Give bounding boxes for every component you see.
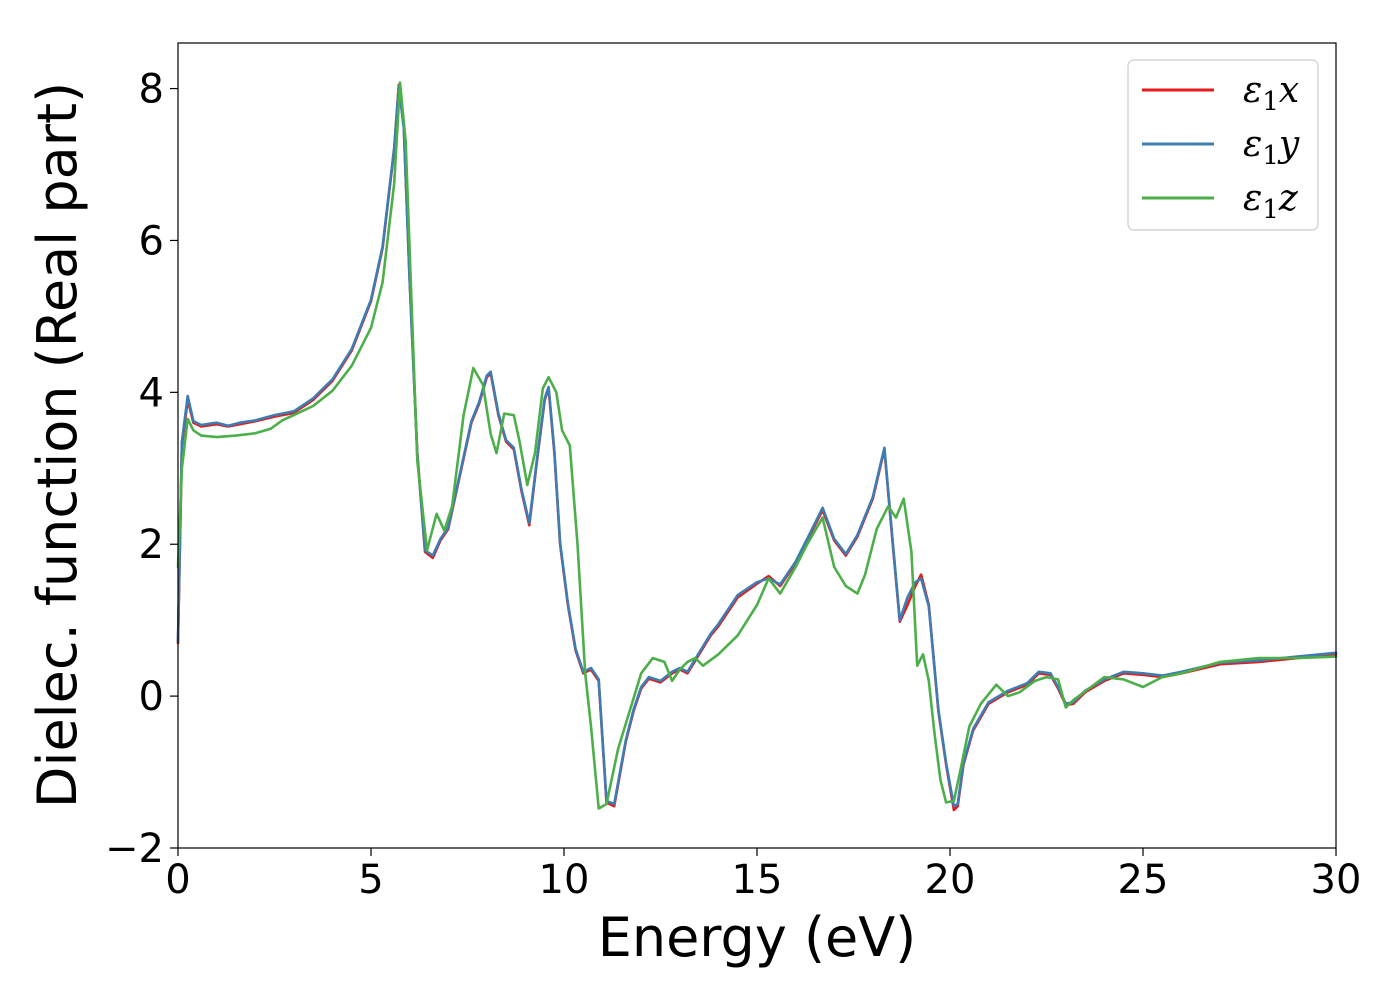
- x-tick-label: 5: [358, 857, 383, 903]
- x-tick-label: 15: [732, 857, 783, 903]
- legend-entry-z: ε1z: [1142, 178, 1299, 225]
- legend-label-z: ε1z: [1243, 178, 1299, 225]
- series-layer: [176, 81, 1338, 812]
- x-tick-label: 25: [1118, 857, 1169, 903]
- legend: ε1x ε1y ε1z: [1127, 59, 1319, 231]
- legend-entry-x: ε1x: [1142, 70, 1299, 117]
- y-ticks: −2 0 2 4 6 8: [105, 67, 178, 872]
- x-tick-label: 30: [1311, 857, 1362, 903]
- x-ticks: 0 5 10 15 20 25 30: [165, 848, 1361, 903]
- y-tick-label: 2: [139, 522, 164, 568]
- series-line-y: [176, 85, 1338, 808]
- series-line-z: [176, 81, 1338, 810]
- x-axis-label: Energy (eV): [598, 906, 917, 969]
- legend-entry-y: ε1y: [1142, 124, 1300, 171]
- legend-label-x: ε1x: [1243, 70, 1299, 117]
- y-axis-label: Dielec. function (Real part): [26, 82, 89, 808]
- x-tick-label: 0: [165, 857, 190, 903]
- y-tick-label: −2: [105, 826, 164, 872]
- x-tick-label: 10: [539, 857, 590, 903]
- legend-label-y: ε1y: [1243, 124, 1300, 171]
- y-tick-label: 8: [139, 67, 164, 113]
- y-tick-label: 6: [139, 218, 164, 264]
- x-tick-label: 20: [925, 857, 976, 903]
- y-tick-label: 4: [139, 370, 164, 416]
- y-tick-label: 0: [139, 674, 164, 720]
- legend-box: [1127, 59, 1319, 231]
